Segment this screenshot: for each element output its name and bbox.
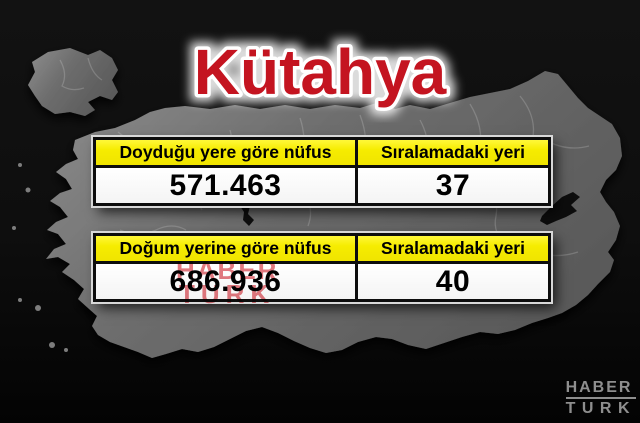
residence-rank-header: Sıralamadaki yeri <box>357 140 548 165</box>
birthplace-population-value: 686.936 <box>96 264 355 299</box>
page-title: Kütahya <box>194 36 447 108</box>
birthplace-population-table: Doğum yerine göre nüfus Sıralamadaki yer… <box>91 231 553 304</box>
central-lake-shape <box>240 202 254 226</box>
residence-rank-value: 37 <box>357 168 548 203</box>
residence-population-value: 571.463 <box>96 168 355 203</box>
thrace-region-shape <box>28 48 118 116</box>
aegean-islands <box>12 163 68 352</box>
haberturk-logo-turk: TURK <box>565 400 636 417</box>
residence-population-table: Doyduğu yere göre nüfus Sıralamadaki yer… <box>91 135 553 208</box>
birthplace-rank-header: Sıralamadaki yeri <box>357 236 548 261</box>
page-title-glow: Kütahya <box>194 36 447 108</box>
lake-van-shape <box>540 192 580 225</box>
residence-population-header: Doyduğu yere göre nüfus <box>96 140 355 165</box>
haberturk-logo: HABER TURK <box>565 379 636 417</box>
birthplace-rank-value: 40 <box>357 264 548 299</box>
province-title-graphic: Kütahya Kütahya <box>186 28 455 116</box>
birthplace-population-header: Doğum yerine göre nüfus <box>96 236 355 261</box>
haberturk-logo-haber: HABER <box>565 379 636 399</box>
